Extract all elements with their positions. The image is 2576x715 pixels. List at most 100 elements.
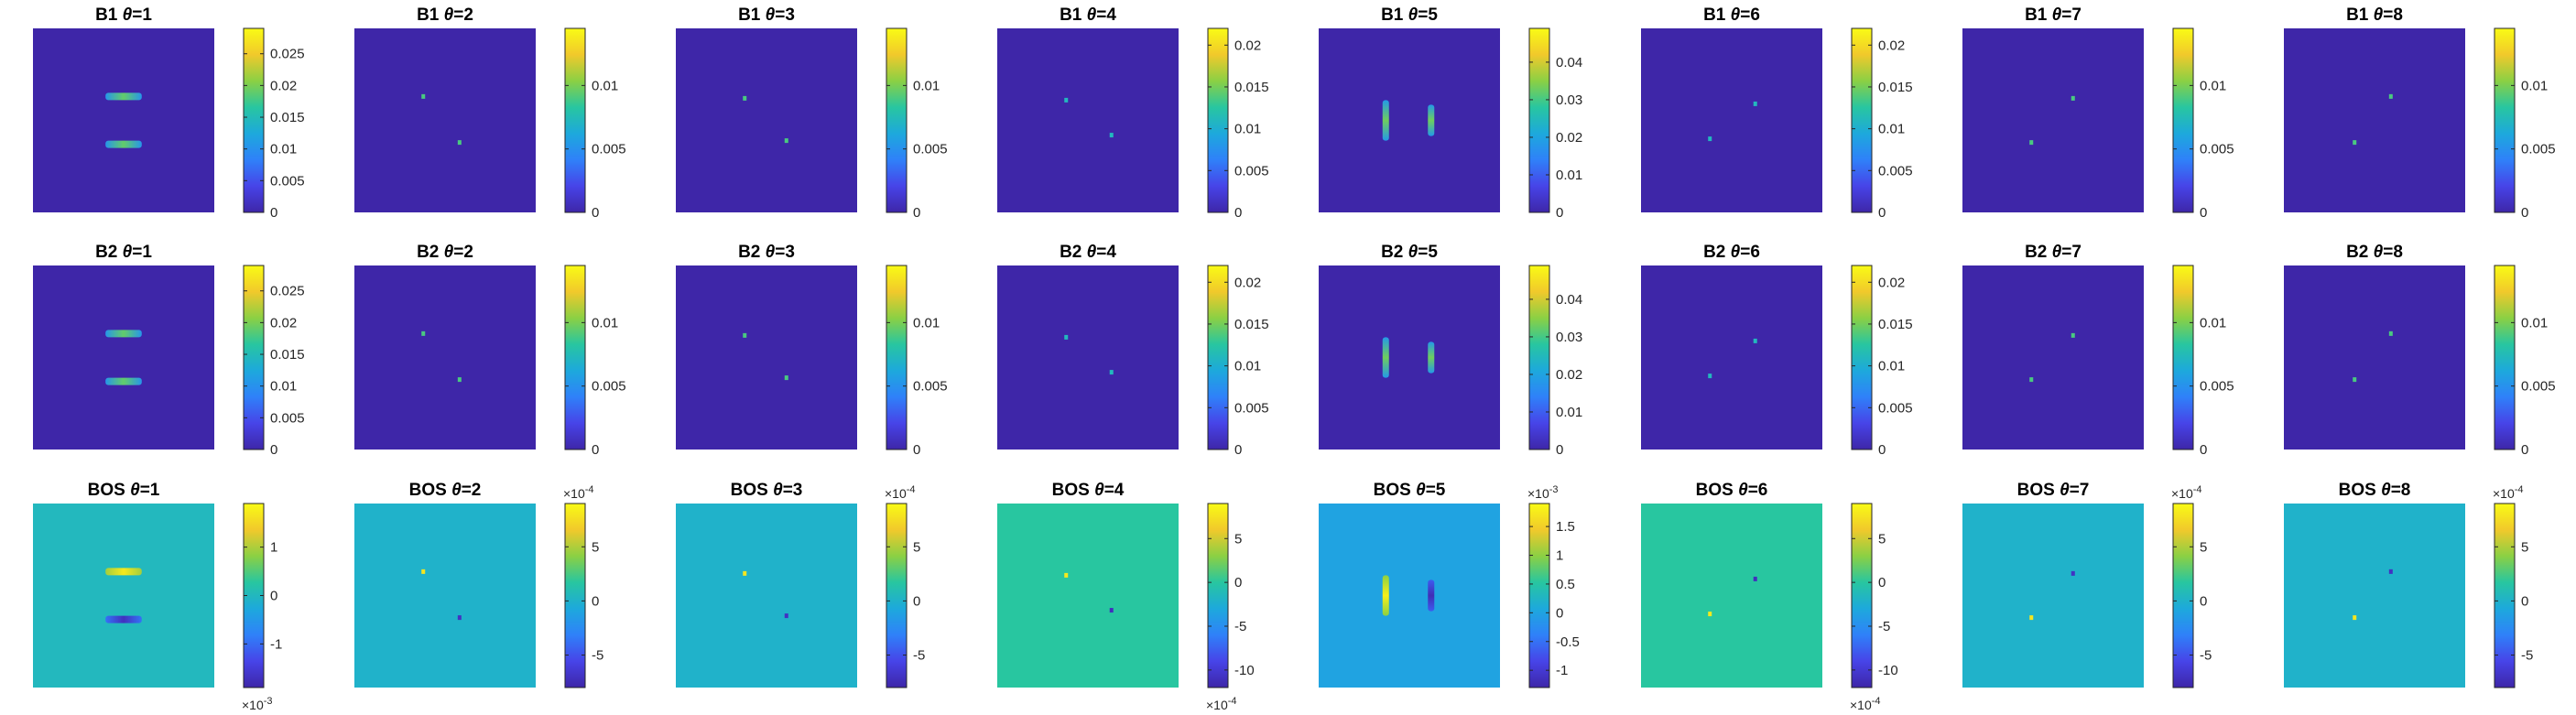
heatmap-feature-dot: [784, 613, 788, 619]
title-theta: θ: [123, 5, 133, 25]
title-theta: θ: [773, 481, 783, 500]
colorbar-tick-label: -5: [1234, 619, 1246, 634]
colorbar: [1207, 503, 1229, 688]
panel-title: B2 θ=2: [417, 243, 473, 262]
colorbar-tick-label: 1: [270, 540, 277, 556]
title-prefix: B2: [1060, 243, 1087, 262]
heatmap-image: [997, 28, 1179, 212]
panel-title: BOS θ=3: [731, 481, 803, 500]
title-theta: θ: [451, 481, 462, 500]
panel-title: B1 θ=2: [417, 5, 473, 25]
colorbar-tick-label: 0: [1556, 205, 1563, 221]
heatmap-image: [1962, 504, 2144, 688]
colorbar-tick-label: 0.005: [1878, 400, 1913, 416]
panel-b2-theta-7: B2 θ=7 0 0.005 0.01: [1962, 243, 2234, 458]
colorbar: [2494, 27, 2516, 213]
title-prefix: B1: [1060, 5, 1087, 25]
colorbar-tick-label: 0: [592, 442, 599, 458]
heatmap-image: [1962, 28, 2144, 212]
colorbar-tick-label: 0: [913, 593, 920, 609]
heatmap-feature-vbar: [1382, 575, 1389, 616]
title-prefix: B2: [1703, 243, 1731, 262]
panel-title: B1 θ=6: [1703, 5, 1760, 25]
exponent-base: ×10: [242, 698, 264, 712]
panel-b1-theta-3: B1 θ=3 0 0.005 0.01: [676, 5, 948, 221]
colorbar-tick-label: 0.01: [1556, 168, 1582, 183]
colorbar-tick-label: 5: [2521, 539, 2528, 555]
colorbar-tick-label: 0.01: [913, 78, 940, 93]
heatmap-feature-dot: [1708, 374, 1712, 379]
colorbar-tick-label: 0: [2200, 442, 2207, 458]
title-theta: θ: [1087, 5, 1097, 25]
colorbar-tick-label: 0: [913, 205, 920, 221]
heatmap-feature-hbar: [105, 568, 142, 576]
exponent-base: ×10: [885, 486, 907, 501]
colorbar-tick-label: 0.005: [1878, 163, 1913, 179]
colorbar-tick-label: -10: [1234, 663, 1255, 678]
heatmap-feature-dot: [2353, 377, 2357, 383]
colorbar-tick-label: 0: [592, 205, 599, 221]
title-prefix: B2: [95, 243, 123, 262]
panel-title: B1 θ=3: [738, 5, 795, 25]
panel-b1-theta-1: B1 θ=1 0 0.005 0.01 0.015 0.02 0.025: [33, 5, 305, 221]
colorbar-tick-label: 0.04: [1556, 55, 1582, 70]
heatmap-feature-hbar: [105, 377, 142, 385]
colorbar-tick-label: 5: [1234, 531, 1242, 547]
colorbar-tick-label: 0.005: [913, 379, 948, 395]
title-prefix: B1: [2025, 5, 2052, 25]
heatmap-image: [2284, 265, 2465, 450]
panel-title: BOS θ=8: [2339, 481, 2411, 500]
colorbar-tick-label: 0.01: [270, 142, 297, 157]
heatmap-feature-dot: [1753, 576, 1757, 581]
heatmap-feature-dot: [1708, 612, 1712, 617]
heatmap-feature-dot: [1753, 338, 1757, 343]
colorbar: [2494, 265, 2516, 450]
exponent-power: -4: [907, 484, 916, 495]
colorbar: [886, 265, 908, 450]
heatmap-feature-hbar: [105, 615, 142, 623]
title-prefix: BOS: [2017, 481, 2060, 500]
heatmap-feature-dot: [2029, 377, 2034, 383]
heatmap-feature-dot: [2353, 615, 2357, 621]
colorbar-tick-label: 0.025: [270, 47, 305, 62]
title-prefix: BOS: [1374, 481, 1416, 500]
heatmap-feature-dot: [457, 377, 462, 383]
title-suffix: =5: [1418, 5, 1438, 25]
exponent-power: -4: [585, 484, 594, 495]
title-theta: θ: [1731, 243, 1741, 262]
colorbar-tick-label: 0.005: [2200, 142, 2234, 157]
title-suffix: =3: [783, 481, 803, 500]
title-suffix: =6: [1740, 5, 1760, 25]
heatmap-image: [2284, 504, 2465, 688]
title-prefix: B2: [1381, 243, 1408, 262]
title-theta: θ: [766, 5, 776, 25]
panel-b2-theta-8: B2 θ=8 0 0.005 0.01: [2284, 243, 2556, 458]
colorbar-tick-label: 0: [270, 442, 277, 458]
panel-title: B2 θ=8: [2346, 243, 2403, 262]
colorbar-tick-label: 0.01: [1234, 122, 1261, 137]
colorbar-tick-label: 0: [2200, 593, 2207, 609]
colorbar-tick-label: 0: [1878, 205, 1886, 221]
colorbar-tick-label: 0.025: [270, 284, 305, 299]
colorbar-exponent: ×10-3: [242, 696, 273, 712]
title-theta: θ: [1738, 481, 1748, 500]
colorbar-tick-label: 0.02: [1556, 130, 1582, 146]
colorbar-tick-label: 0.015: [270, 347, 305, 363]
colorbar-tick-label: 0: [1878, 575, 1886, 590]
title-theta: θ: [123, 243, 133, 262]
colorbar-tick-label: 0.01: [1878, 122, 1905, 137]
colorbar-tick-label: -5: [2521, 648, 2533, 664]
heatmap-feature-dot: [1064, 97, 1069, 103]
title-theta: θ: [1094, 481, 1104, 500]
title-suffix: =1: [140, 481, 160, 500]
colorbar-tick-label: 0.02: [270, 315, 297, 330]
colorbar-tick-label: 0.02: [1878, 38, 1905, 53]
colorbar: [1207, 27, 1229, 213]
colorbar-tick-label: 5: [1878, 531, 1886, 547]
colorbar: [2494, 503, 2516, 688]
panel-b2-theta-3: B2 θ=3 0 0.005 0.01: [676, 243, 948, 458]
colorbar-tick-label: 0: [913, 442, 920, 458]
panel-b2-theta-2: B2 θ=2 0 0.005 0.01: [354, 243, 626, 458]
colorbar: [1528, 503, 1550, 688]
heatmap-feature-vbar: [1428, 580, 1435, 612]
